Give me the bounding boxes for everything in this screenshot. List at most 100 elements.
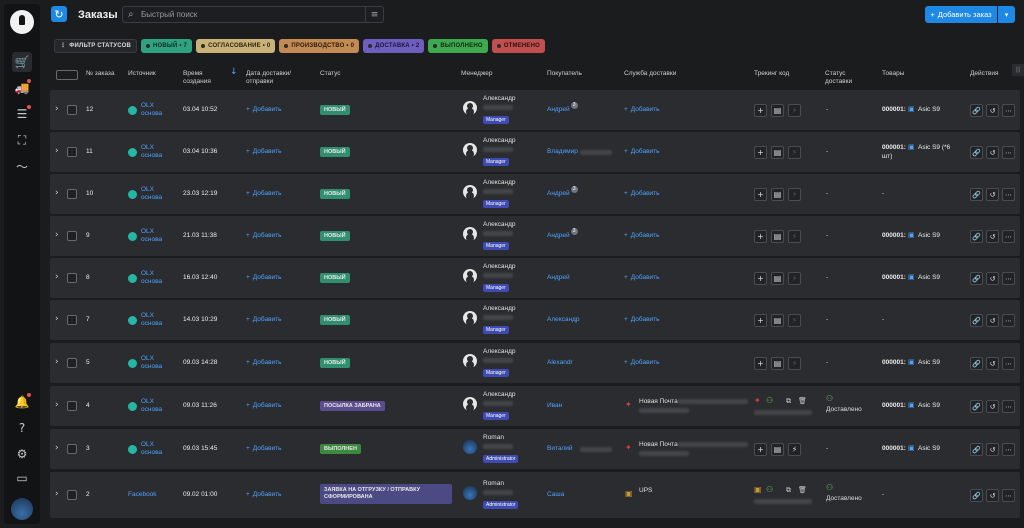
add-order-dropdown[interactable]: ▾ <box>998 6 1015 23</box>
history-button[interactable]: ↺ <box>986 272 999 285</box>
source-name[interactable]: OLX <box>141 186 155 193</box>
status-badge[interactable]: Заявка на отгрузку / отправку сформирова… <box>320 484 452 504</box>
source-sub[interactable]: основа <box>141 152 163 159</box>
table-row[interactable]: › 8 OLX основа 16.03 12:40 + Добавить Новый Алек… <box>50 258 1020 298</box>
source-sub[interactable]: основа <box>141 320 163 327</box>
buyer-name[interactable]: Владимир <box>547 148 578 156</box>
order-number[interactable]: 11 <box>86 148 93 155</box>
tasks-icon[interactable]: ☰ <box>12 104 32 124</box>
row-checkbox[interactable] <box>67 315 77 325</box>
col-manager[interactable]: Менеджер <box>461 70 493 77</box>
buyer-name[interactable]: Андрей3 <box>547 185 578 198</box>
table-row[interactable]: › 5 OLX основа 09.03 14:28 + Добавить Новый Алек… <box>50 343 1020 383</box>
row-checkbox[interactable] <box>67 231 77 241</box>
manager-avatar[interactable] <box>463 354 477 368</box>
row-checkbox[interactable] <box>67 189 77 199</box>
tracking-plus-button[interactable]: + <box>754 230 767 243</box>
delivery-icon[interactable]: 🚚 <box>14 79 31 95</box>
col-tracking[interactable]: Трекинг код <box>754 70 790 77</box>
filter-chip[interactable]: Выполнено <box>428 38 488 53</box>
manager-avatar[interactable] <box>463 440 477 454</box>
tracking-user-icon[interactable]: ⚇ <box>766 485 774 494</box>
analytics-icon[interactable]: 〜 <box>15 159 28 174</box>
link-button[interactable]: 🔗 <box>970 188 983 201</box>
tracking-document-button[interactable]: ▤ <box>771 230 784 243</box>
row-checkbox[interactable] <box>67 490 77 500</box>
expand-chevron-icon[interactable]: › <box>55 400 59 410</box>
order-number[interactable]: 7 <box>86 316 90 323</box>
buyer-name[interactable]: Андрей3 <box>547 101 578 114</box>
col-delivery-service[interactable]: Служба доставки <box>624 70 677 77</box>
expand-chevron-icon[interactable]: › <box>55 314 59 324</box>
link-button[interactable]: 🔗 <box>970 314 983 327</box>
tracking-document-button[interactable]: ▤ <box>771 357 784 370</box>
select-all-checkbox[interactable] <box>56 70 78 80</box>
filter-chip[interactable]: Отменено <box>491 38 546 53</box>
settings-icon[interactable]: ⚙ <box>16 447 28 461</box>
manager-avatar[interactable] <box>463 311 477 325</box>
history-button[interactable]: ↺ <box>986 400 999 413</box>
link-button[interactable]: 🔗 <box>970 104 983 117</box>
buyer-name[interactable]: Андрей3 <box>547 227 578 240</box>
tracking-lightning-button[interactable]: ⚡ <box>788 146 801 159</box>
source-sub[interactable]: основа <box>141 406 163 413</box>
tracking-plus-button[interactable]: + <box>754 357 767 370</box>
add-delivery-date-link[interactable]: + Добавить <box>246 491 282 499</box>
tracking-document-button[interactable]: ▤ <box>771 188 784 201</box>
source-name[interactable]: OLX <box>141 102 155 109</box>
filter-chip[interactable]: Производство • 0 <box>279 38 360 53</box>
add-delivery-date-link[interactable]: + Добавить <box>246 190 282 198</box>
manager-avatar[interactable] <box>463 143 477 157</box>
user-avatar[interactable] <box>11 498 33 520</box>
manager-avatar[interactable] <box>463 486 477 500</box>
add-delivery-date-link[interactable]: + Добавить <box>246 445 282 453</box>
status-filter-label[interactable]: ⋮ Фильтр статусов <box>54 38 137 53</box>
order-number[interactable]: 10 <box>86 190 94 197</box>
history-button[interactable]: ↺ <box>986 489 999 502</box>
structure-icon[interactable]: ⛶ <box>17 132 27 147</box>
tracking-plus-button[interactable]: + <box>754 443 767 456</box>
history-button[interactable]: ↺ <box>986 146 999 159</box>
tracking-plus-button[interactable]: + <box>754 272 767 285</box>
help-icon[interactable]: ? <box>18 421 26 435</box>
status-badge[interactable]: Новый <box>320 358 350 368</box>
more-button[interactable]: ⋯ <box>1002 489 1015 502</box>
expand-chevron-icon[interactable]: › <box>55 357 59 367</box>
more-button[interactable]: ⋯ <box>1002 443 1015 456</box>
add-delivery-link[interactable]: + Добавить <box>624 316 660 324</box>
manager-avatar[interactable] <box>463 185 477 199</box>
filter-chip[interactable]: Согласование • 0 <box>196 38 276 53</box>
col-goods[interactable]: Товары <box>882 70 905 77</box>
status-badge[interactable]: Новый <box>320 105 350 115</box>
expand-chevron-icon[interactable]: › <box>55 272 59 282</box>
goods-name[interactable]: Asic S9 <box>918 359 941 366</box>
tracking-user-icon[interactable]: ⚇ <box>766 396 774 405</box>
manager-avatar[interactable] <box>463 227 477 241</box>
order-number[interactable]: 5 <box>86 359 90 366</box>
table-row[interactable]: › 10 OLX основа 23.03 12:19 + Добавить Новый Але… <box>50 174 1020 214</box>
table-row[interactable]: › 2 Facebook 09.02 01:00 + Добавить Заявка на … <box>50 472 1020 518</box>
add-delivery-date-link[interactable]: + Добавить <box>246 316 282 324</box>
row-checkbox[interactable] <box>67 273 77 283</box>
row-checkbox[interactable] <box>67 147 77 157</box>
add-delivery-date-link[interactable]: + Добавить <box>246 148 282 156</box>
add-delivery-link[interactable]: + Добавить <box>624 232 660 240</box>
scroll-handle[interactable]: ||| <box>1012 64 1024 76</box>
tracking-lightning-button[interactable]: ⚡ <box>788 104 801 117</box>
logo-icon[interactable] <box>10 10 34 34</box>
more-button[interactable]: ⋯ <box>1002 272 1015 285</box>
history-button[interactable]: ↺ <box>986 443 999 456</box>
tracking-plus-button[interactable]: + <box>754 104 767 117</box>
add-delivery-link[interactable]: + Добавить <box>624 190 660 198</box>
source-name[interactable]: OLX <box>141 398 155 405</box>
goods-name[interactable]: Asic S9 (*6 <box>918 144 951 151</box>
col-source[interactable]: Источник <box>128 70 156 77</box>
goods-name[interactable]: Asic S9 <box>918 445 941 452</box>
source-sub[interactable]: основа <box>141 449 163 456</box>
manager-avatar[interactable] <box>463 269 477 283</box>
wallet-icon[interactable]: ▭ <box>16 471 28 485</box>
history-button[interactable]: ↺ <box>986 188 999 201</box>
link-button[interactable]: 🔗 <box>970 443 983 456</box>
filter-chip[interactable]: Доставка • 2 <box>363 38 425 53</box>
buyer-name[interactable]: Иван <box>547 402 562 410</box>
